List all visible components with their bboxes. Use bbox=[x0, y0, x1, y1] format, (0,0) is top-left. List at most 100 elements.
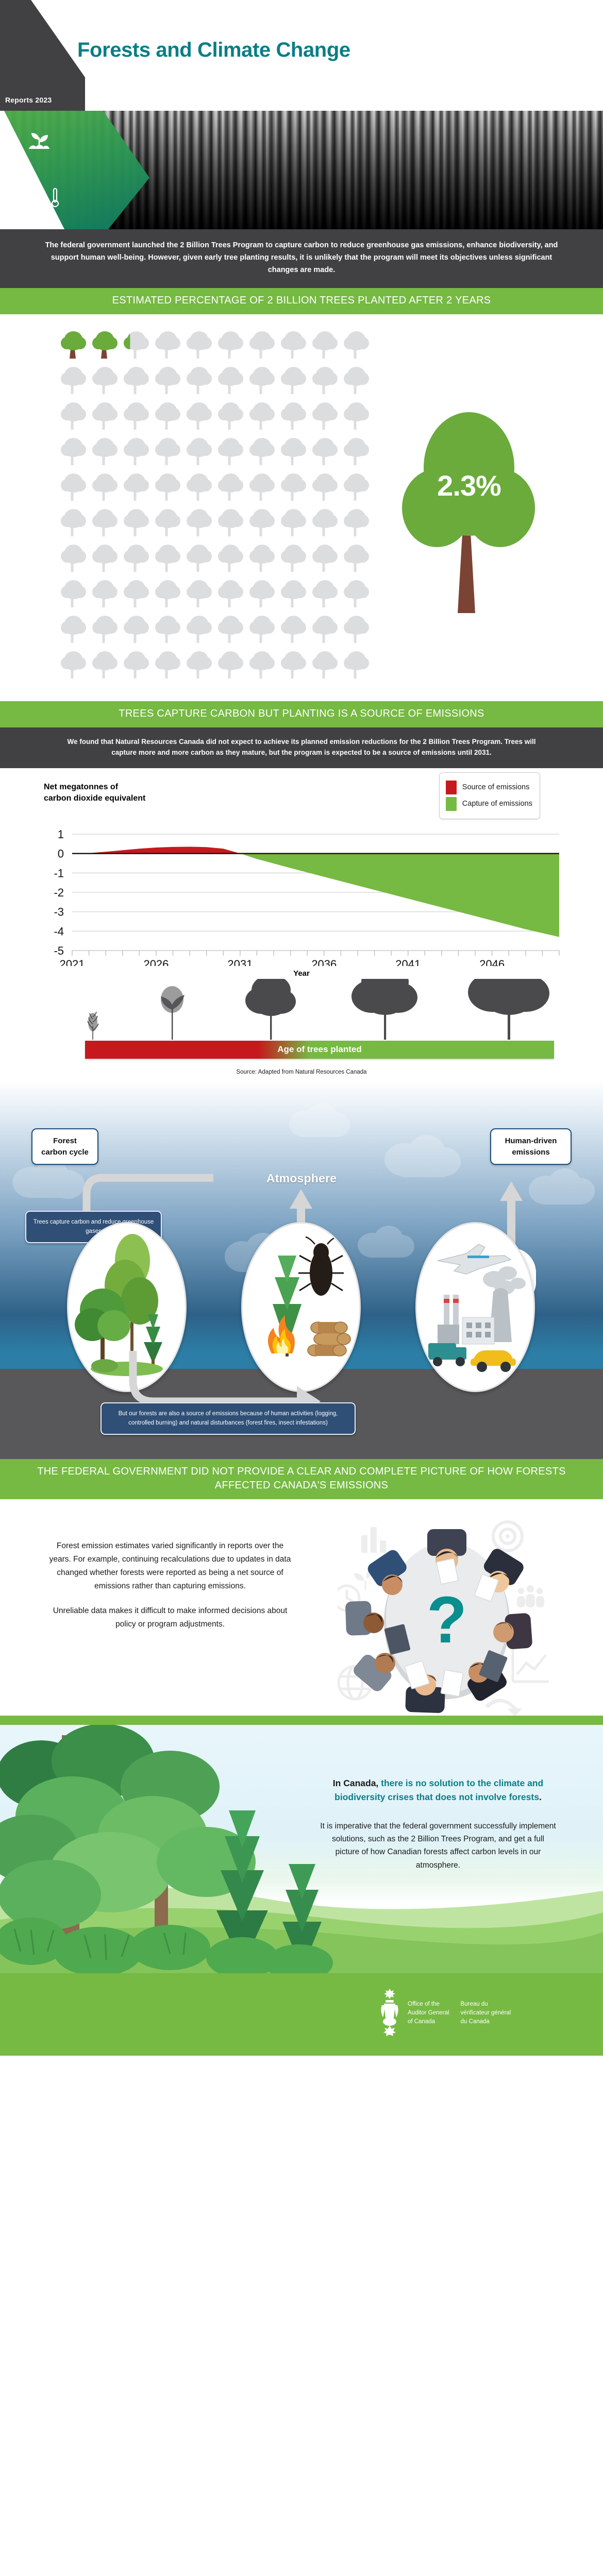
conclusion-lead-highlight: there is no solution to the climate and … bbox=[334, 1777, 544, 1803]
tree-icon bbox=[152, 613, 183, 645]
header-dark-wedge bbox=[0, 0, 85, 111]
tree-icon bbox=[183, 364, 215, 396]
tree-icon bbox=[246, 578, 278, 609]
tree-icon bbox=[121, 649, 152, 681]
intro-summary-bar: The federal government launched the 2 Bi… bbox=[0, 229, 603, 288]
tree-icon bbox=[89, 400, 121, 432]
human-driven-emissions-box: Human-driven emissions bbox=[490, 1128, 572, 1165]
tree-icon bbox=[215, 400, 246, 432]
chart-plot-area: 1 0 -1 -2 -3 -4 -5 2021 2026 2031 2036 2041 2046 bbox=[0, 827, 603, 971]
footer-en-line3: of Canada bbox=[408, 2019, 435, 2025]
footer-en-line2: Auditor General bbox=[408, 2010, 449, 2016]
svg-text:2041: 2041 bbox=[395, 958, 421, 966]
tree-icon bbox=[246, 435, 278, 467]
tree-icon bbox=[152, 649, 183, 681]
tree-icon bbox=[58, 613, 89, 645]
tree-icon bbox=[183, 400, 215, 432]
tree-icon bbox=[121, 364, 152, 396]
tree-icon bbox=[309, 506, 341, 538]
tree-icon bbox=[246, 506, 278, 538]
tree-icon bbox=[89, 613, 121, 645]
section-heading-trees: ESTIMATED PERCENTAGE OF 2 BILLION TREES … bbox=[0, 287, 603, 314]
tree-icon bbox=[152, 435, 183, 467]
tree-icon bbox=[58, 471, 89, 503]
tree-icon bbox=[246, 471, 278, 503]
tree-icon bbox=[121, 471, 152, 503]
tree-icon bbox=[89, 471, 121, 503]
tree-icon bbox=[309, 649, 341, 681]
conclusion-top-accent bbox=[0, 1715, 603, 1725]
tree-icon bbox=[58, 578, 89, 609]
tree-icon bbox=[183, 471, 215, 503]
tree-icon bbox=[183, 542, 215, 574]
chart-x-axis-title: Year bbox=[293, 969, 310, 978]
tree-icon bbox=[278, 542, 309, 574]
reliability-paragraph-1: Forest emission estimates varied signifi… bbox=[49, 1541, 291, 1591]
legend-item-capture: Capture of emissions bbox=[445, 796, 532, 811]
tree-icon bbox=[58, 542, 89, 574]
arrow-up-icon bbox=[500, 1181, 523, 1253]
tree-icon bbox=[215, 364, 246, 396]
tree-pictogram-grid bbox=[58, 329, 372, 681]
oval-human-emissions bbox=[415, 1222, 535, 1392]
svg-text:-2: -2 bbox=[54, 886, 64, 899]
atmosphere-label: Atmosphere bbox=[266, 1171, 337, 1185]
legend-label-source: Source of emissions bbox=[462, 783, 530, 792]
tree-icon bbox=[89, 364, 121, 396]
tree-icon bbox=[215, 329, 246, 361]
tree-icon bbox=[278, 649, 309, 681]
roundtable-illustration: ? bbox=[333, 1511, 554, 1717]
conclusion-lead: In Canada, there is no solution to the c… bbox=[320, 1776, 557, 1804]
svg-text:2031: 2031 bbox=[227, 958, 253, 966]
svg-text:2046: 2046 bbox=[479, 958, 505, 966]
page-header: Reports 2023 Forests and Climate Change bbox=[0, 0, 603, 111]
svg-text:0: 0 bbox=[58, 848, 64, 860]
tree-icon bbox=[215, 578, 246, 609]
trees-thermometer-icon bbox=[27, 180, 61, 215]
tree-icon bbox=[341, 400, 372, 432]
tree-icon bbox=[183, 329, 215, 361]
tree-icon bbox=[121, 400, 152, 432]
legend-swatch-source bbox=[445, 780, 457, 794]
arrow-up-icon bbox=[290, 1189, 312, 1253]
legend-label-capture: Capture of emissions bbox=[462, 800, 532, 808]
tree-icon bbox=[58, 649, 89, 681]
report-year-label: Reports 2023 bbox=[5, 96, 52, 104]
chart-source-note: Source: Adapted from Natural Resources C… bbox=[236, 1069, 367, 1075]
tree-icon bbox=[215, 542, 246, 574]
tree-icon bbox=[58, 364, 89, 396]
svg-text:-4: -4 bbox=[54, 925, 64, 938]
tree-icon bbox=[152, 329, 183, 361]
cloud-icon bbox=[289, 1103, 350, 1137]
footer-english: Office of the Auditor General of Canada bbox=[408, 2000, 449, 2027]
chart-y-axis-title: Net megatonnes of carbon dioxide equival… bbox=[44, 782, 145, 804]
data-reliability-section: Forest emission estimates varied signifi… bbox=[0, 1499, 603, 1717]
tree-icon bbox=[58, 435, 89, 467]
footer-en-line1: Office of the bbox=[408, 2001, 440, 2007]
tree-icon bbox=[246, 649, 278, 681]
chart-y-axis-title-line2: carbon dioxide equivalent bbox=[44, 793, 146, 803]
tree-icon bbox=[341, 435, 372, 467]
conclusion-forest-illustration bbox=[0, 1724, 333, 1973]
age-of-trees-label: Age of trees planted bbox=[277, 1044, 362, 1055]
tree-icon bbox=[89, 578, 121, 609]
oval-disturbances bbox=[241, 1222, 361, 1392]
tree-icon bbox=[121, 435, 152, 467]
oval-forest-trees bbox=[67, 1222, 187, 1392]
section-heading-trees-label: ESTIMATED PERCENTAGE OF 2 BILLION TREES … bbox=[112, 294, 491, 306]
tree-icon bbox=[309, 613, 341, 645]
section-heading-chart: TREES CAPTURE CARBON BUT PLANTING IS A S… bbox=[0, 701, 603, 727]
section-heading-question-label: THE FEDERAL GOVERNMENT DID NOT PROVIDE A… bbox=[37, 1465, 566, 1491]
tree-icon bbox=[121, 329, 152, 361]
tree-icon bbox=[278, 613, 309, 645]
tree-icon bbox=[183, 578, 215, 609]
chart-intro-text: We found that Natural Resources Canada d… bbox=[67, 737, 536, 757]
conclusion-text: In Canada, there is no solution to the c… bbox=[320, 1776, 557, 1872]
tree-icon bbox=[215, 506, 246, 538]
conclusion-lead-end: . bbox=[539, 1792, 542, 1803]
data-reliability-text: Forest emission estimates varied signifi… bbox=[49, 1539, 291, 1631]
hero-banner bbox=[0, 111, 603, 229]
tree-icon bbox=[152, 400, 183, 432]
section-heading-question: THE FEDERAL GOVERNMENT DID NOT PROVIDE A… bbox=[0, 1459, 603, 1499]
